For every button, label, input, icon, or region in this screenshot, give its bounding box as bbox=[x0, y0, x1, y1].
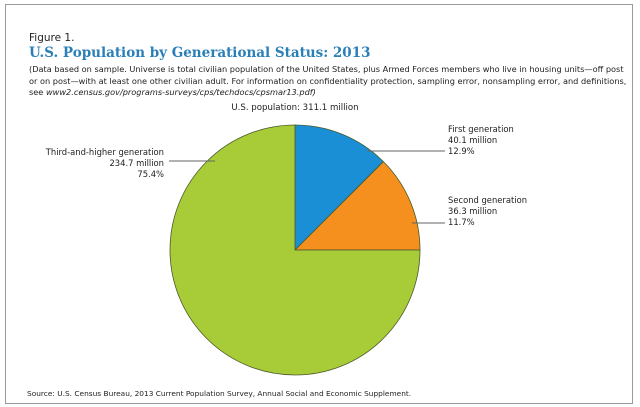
note-end: ) bbox=[312, 87, 316, 97]
slice-value: 234.7 million bbox=[109, 158, 164, 168]
note-text: (Data based on sample. Universe is total… bbox=[29, 64, 627, 97]
chart-source: Source: U.S. Census Bureau, 2013 Current… bbox=[27, 389, 412, 398]
slice-percent: 11.7% bbox=[448, 217, 475, 227]
slice-value: 36.3 million bbox=[448, 206, 498, 216]
slice-name: Second generation bbox=[448, 195, 528, 205]
figure-frame bbox=[5, 4, 633, 404]
slice-second-generation bbox=[294, 161, 421, 251]
chart-title: U.S. Population by Generational Status: … bbox=[29, 45, 371, 61]
slice-name: Third-and-higher generation bbox=[45, 147, 164, 157]
chart-subtitle: U.S. population: 311.1 million bbox=[231, 103, 359, 113]
figure-label: Figure 1. bbox=[29, 32, 75, 44]
slice-name: First generation bbox=[448, 124, 514, 134]
note-url: www2.census.gov/programs-surveys/cps/tec… bbox=[45, 87, 313, 97]
slice-first-generation bbox=[294, 124, 384, 251]
label-third-generation: Third-and-higher generation 234.7 millio… bbox=[46, 147, 164, 180]
slice-value: 40.1 million bbox=[448, 135, 498, 145]
slice-percent: 12.9% bbox=[448, 146, 475, 156]
slice-third-generation bbox=[169, 124, 421, 376]
slice-percent: 75.4% bbox=[137, 169, 164, 179]
label-first-generation: First generation 40.1 million 12.9% bbox=[448, 124, 514, 157]
chart-note: (Data based on sample. Universe is total… bbox=[29, 64, 629, 99]
label-second-generation: Second generation 36.3 million 11.7% bbox=[448, 195, 527, 228]
